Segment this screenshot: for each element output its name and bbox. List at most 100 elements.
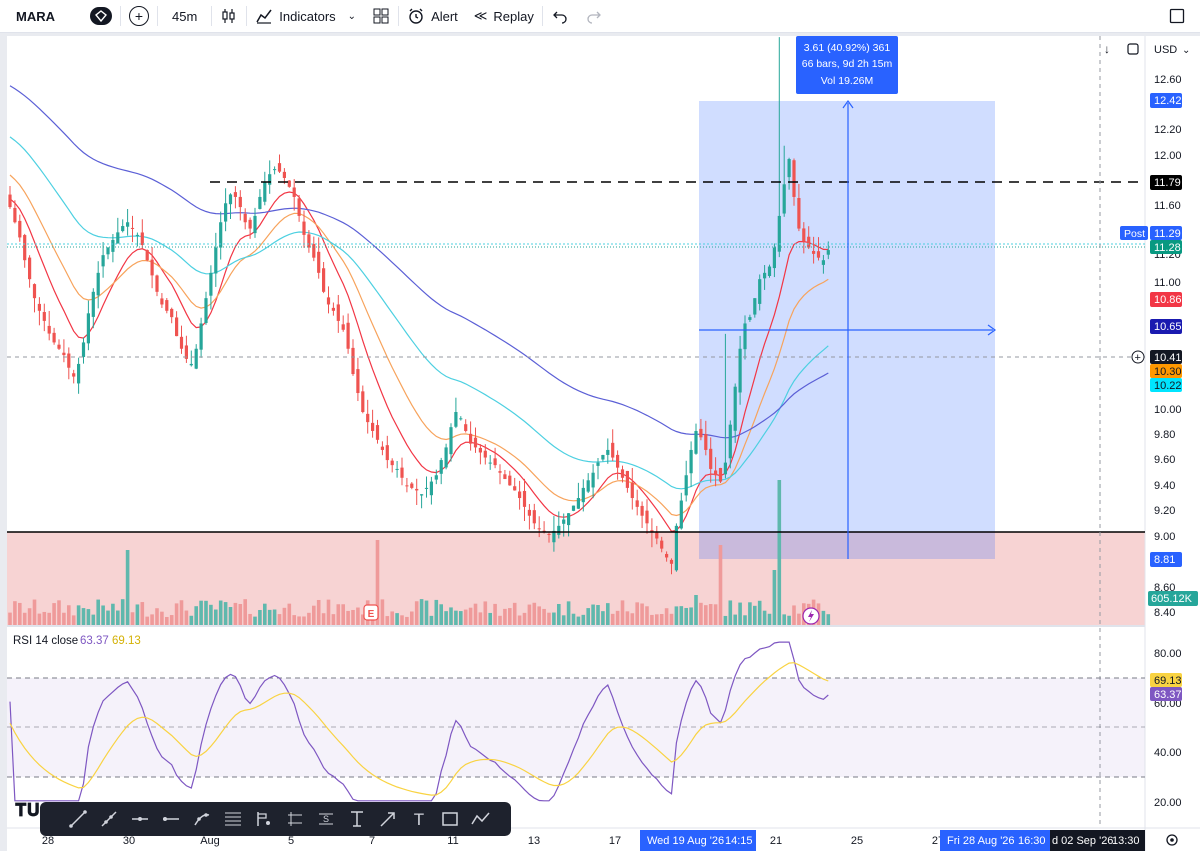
chevron-down-icon[interactable]: ⌄ xyxy=(1182,45,1190,56)
extended-line-icon[interactable] xyxy=(186,804,217,834)
add-alert-icon[interactable] xyxy=(1131,350,1145,364)
candle xyxy=(268,160,272,194)
volume-bar xyxy=(385,616,390,625)
ray-icon[interactable] xyxy=(93,804,124,834)
auto-scale-icon[interactable] xyxy=(1127,43,1139,55)
candle xyxy=(625,470,629,493)
candle xyxy=(758,274,762,311)
candle xyxy=(214,232,218,287)
volume-bar xyxy=(679,606,684,625)
volume-bar xyxy=(321,613,326,625)
text-tool-icon[interactable]: T xyxy=(403,804,434,834)
volume-bar xyxy=(718,545,723,625)
replay-button[interactable]: ≪ Replay xyxy=(466,0,542,33)
candle xyxy=(37,297,41,326)
candle xyxy=(326,286,331,314)
volume-bar xyxy=(297,616,301,625)
templates-button[interactable] xyxy=(364,0,398,33)
text-cursor-icon[interactable] xyxy=(341,804,372,834)
candle xyxy=(130,215,135,243)
time-tick: 11 xyxy=(447,835,458,847)
volume-bar xyxy=(101,605,105,625)
currency-label[interactable]: USD xyxy=(1154,44,1177,56)
candle xyxy=(620,465,625,483)
candle xyxy=(361,385,365,414)
price-tick: 11.60 xyxy=(1154,200,1181,212)
arrow-draw-icon[interactable] xyxy=(372,804,403,834)
volume-bar xyxy=(478,612,483,625)
settings-icon[interactable] xyxy=(1166,834,1178,846)
volume-bar xyxy=(635,602,639,625)
candle xyxy=(782,145,786,217)
volume-bar xyxy=(704,605,708,625)
volume-bar xyxy=(738,602,742,625)
chart-type-button[interactable] xyxy=(212,0,246,33)
ema-line xyxy=(9,85,829,439)
rectangle-icon[interactable] xyxy=(434,804,465,834)
volume-bar xyxy=(699,602,703,625)
indicators-button[interactable]: Indicators ⌄ xyxy=(247,0,364,33)
candle xyxy=(356,357,360,402)
path-icon[interactable] xyxy=(465,804,496,834)
compare-button[interactable]: + xyxy=(121,0,157,33)
candle xyxy=(385,435,389,469)
candle xyxy=(336,295,340,333)
candle xyxy=(606,438,610,464)
measure-line2: 66 bars, 9d 2h 15m xyxy=(802,58,893,70)
rsi-tick: 80.00 xyxy=(1154,648,1182,660)
candle xyxy=(532,503,536,530)
undo-button[interactable] xyxy=(543,0,577,33)
candle xyxy=(380,441,384,456)
volume-bar xyxy=(184,610,189,625)
long-position-icon[interactable] xyxy=(248,804,279,834)
price-tick: 9.40 xyxy=(1154,480,1175,492)
candle xyxy=(728,420,732,469)
layout-button[interactable] xyxy=(1160,0,1194,33)
rsi-tick: 40.00 xyxy=(1154,747,1182,759)
volume-bar xyxy=(571,613,576,625)
candle xyxy=(42,303,46,332)
volume-bar xyxy=(174,603,179,625)
time-axis[interactable]: 28 30 Aug 5 7 11 13 17 21 25 27 xyxy=(42,835,944,847)
volume-bar xyxy=(106,610,110,625)
candle xyxy=(375,419,380,444)
price-tick: 10.00 xyxy=(1154,404,1182,416)
volume-bar xyxy=(576,616,581,625)
parallel-channel-icon[interactable] xyxy=(279,804,310,834)
volume-bar xyxy=(27,608,32,625)
volume-bar xyxy=(356,607,360,625)
rsi-value-label: 63.37 xyxy=(1154,689,1182,701)
horizontal-line-icon[interactable] xyxy=(155,804,186,834)
price-tick: 11.00 xyxy=(1154,277,1181,289)
chart-canvas[interactable]: 3.61 (40.92%) 361 66 bars, 9d 2h 15m Vol… xyxy=(7,36,1200,851)
range-start-time: 14:15 xyxy=(725,835,753,847)
horizontal-ray-icon[interactable] xyxy=(124,804,155,834)
interval-button[interactable]: 45m xyxy=(158,0,211,33)
volume-bar xyxy=(307,612,311,625)
trend-line-icon[interactable] xyxy=(62,804,93,834)
candle xyxy=(67,347,71,380)
volume-bar xyxy=(625,611,630,625)
price-axis[interactable]: 12.60 12.20 12.00 11.60 11.20 11.00 10.0… xyxy=(1154,74,1182,619)
candle xyxy=(346,313,350,354)
rsi-line xyxy=(9,641,829,802)
symbol-search[interactable]: MARA xyxy=(6,4,114,28)
volume-bar xyxy=(155,608,159,625)
candle xyxy=(209,265,213,310)
price-range-icon[interactable]: S xyxy=(310,804,341,834)
diamond-icon[interactable] xyxy=(90,7,112,25)
volume-bar xyxy=(591,604,595,625)
volume-bar xyxy=(272,609,277,625)
earnings-marker[interactable] xyxy=(363,604,379,621)
volume-bar xyxy=(532,602,537,625)
candle xyxy=(522,478,527,522)
volume-bar xyxy=(233,602,238,625)
down-arrow-icon[interactable]: ↓ xyxy=(1104,42,1110,56)
candle xyxy=(18,214,22,242)
fib-retracement-icon[interactable] xyxy=(217,804,248,834)
redo-button[interactable] xyxy=(577,0,611,33)
candle xyxy=(77,357,81,394)
rsi-lines xyxy=(9,641,829,802)
alert-button[interactable]: Alert xyxy=(399,0,466,33)
time-tick: 30 xyxy=(123,835,135,847)
